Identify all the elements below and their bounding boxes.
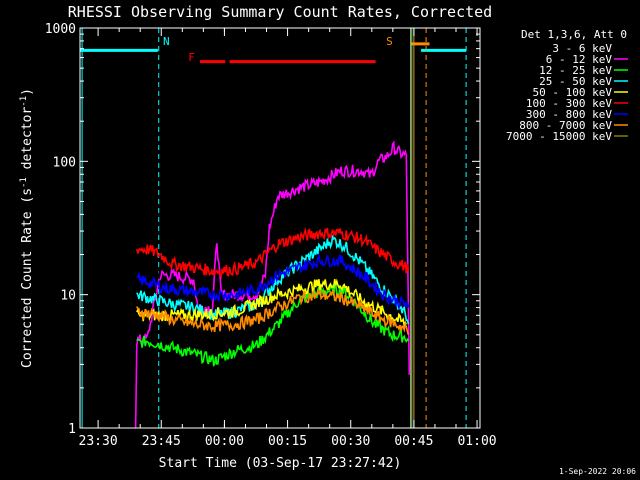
flag-labels: N F S — [163, 35, 393, 64]
chart-title: RHESSI Observing Summary Count Rates, Co… — [68, 3, 492, 21]
x-tick-label: 01:00 — [457, 434, 496, 449]
x-axis-ticks: 23:30 23:45 00:00 00:15 00:30 00:45 01:00 — [79, 28, 497, 449]
series-100-300-kev — [136, 227, 410, 280]
x-tick-label: 00:15 — [268, 434, 307, 449]
flag-label-f: F — [188, 51, 195, 64]
legend-label-7000-15000-kev: 7000 - 15000 keV — [506, 130, 612, 143]
legend-title: Det 1,3,6, Att 0 — [521, 28, 627, 41]
y-axis-label: Corrected Count Rate (s-1 detector-1) — [19, 88, 35, 368]
series-25-50-kev — [136, 235, 410, 325]
footer-timestamp: 1-Sep-2022 20:06 — [559, 467, 636, 476]
x-tick-label: 00:30 — [331, 434, 370, 449]
series-300-800-kev — [136, 252, 410, 311]
legend-label-25-50-kev: 25 - 50 keV — [539, 75, 612, 88]
legend-label-6-12-kev: 6 - 12 keV — [546, 53, 613, 66]
y-tick-label: 1000 — [45, 22, 76, 37]
x-tick-label: 23:30 — [79, 434, 118, 449]
y-tick-label: 100 — [53, 155, 76, 170]
flag-label-n: N — [163, 35, 170, 48]
series-800-7000-kev — [136, 288, 410, 336]
flag-label-s: S — [386, 35, 393, 48]
legend-label-100-300-kev: 100 - 300 keV — [526, 97, 612, 110]
series-50-100-kev — [136, 278, 407, 329]
legend-label-50-100-kev: 50 - 100 keV — [533, 86, 613, 99]
attenuator-bars — [80, 42, 467, 64]
legend-label-300-800-kev: 300 - 800 keV — [526, 108, 612, 121]
x-tick-label: 00:45 — [394, 434, 433, 449]
series-12-25-kev — [136, 281, 410, 368]
y-tick-label: 1 — [68, 422, 76, 437]
legend-label-12-25-kev: 12 - 25 keV — [539, 64, 612, 77]
x-axis-label: Start Time (03-Sep-17 23:27:42) — [159, 456, 402, 471]
legend-label-3-6-kev: 3 - 6 keV — [552, 42, 612, 55]
x-tick-label: 23:45 — [142, 434, 181, 449]
legend-label-800-7000-kev: 800 - 7000 keV — [519, 119, 612, 132]
series-6-12-kev — [134, 140, 411, 429]
plot-frame — [79, 27, 481, 429]
flag-lines — [81, 28, 467, 428]
series-lines — [134, 140, 411, 429]
x-tick-label: 00:00 — [205, 434, 244, 449]
y-tick-label: 10 — [60, 289, 76, 304]
y-axis-ticks: 1 10 100 1000 — [45, 22, 480, 437]
